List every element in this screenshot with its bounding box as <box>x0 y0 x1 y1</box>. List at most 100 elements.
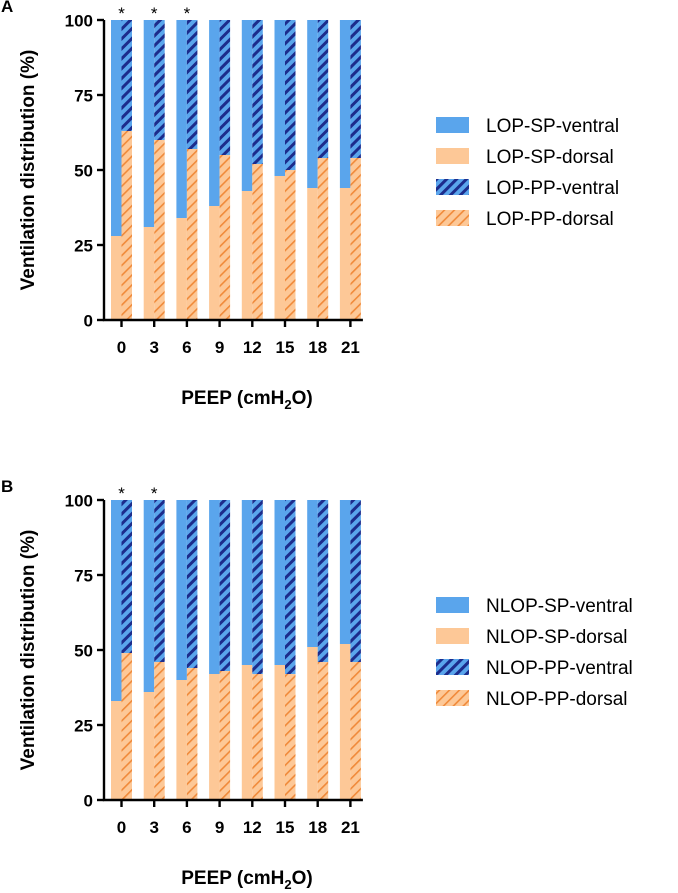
bar-lop-pp-ventral-peep-21 <box>350 20 361 158</box>
bar-lop-pp-ventral-peep-15 <box>285 20 296 170</box>
bar-lop-sp-ventral-peep-18 <box>307 20 318 188</box>
bar-nlop-pp-dorsal-peep-18 <box>317 662 329 800</box>
bar-nlop-pp-dorsal-peep-15 <box>285 674 296 800</box>
bar-nlop-sp-dorsal-peep-21 <box>339 644 351 800</box>
bar-nlop-pp-ventral-peep-9 <box>219 500 231 671</box>
x-tick-label: 0 <box>117 818 126 837</box>
x-tick-label: 9 <box>215 818 224 837</box>
x-axis-title-part: O) <box>292 868 313 889</box>
bars <box>111 500 361 800</box>
x-axis-title: PEEP (cmH2O) <box>181 868 312 892</box>
bar-lop-pp-ventral-peep-0 <box>121 20 132 131</box>
bar-nlop-sp-dorsal-peep-6 <box>176 680 187 800</box>
bar-lop-pp-ventral-peep-3 <box>154 20 165 140</box>
legend-item-lop-pp-ventral: LOP-PP-ventral <box>436 178 619 199</box>
x-tick-label: 3 <box>149 818 158 837</box>
bars <box>111 20 361 320</box>
legend-label: NLOP-SP-dorsal <box>486 627 628 648</box>
legend-item-nlop-pp-dorsal: NLOP-PP-dorsal <box>436 689 628 710</box>
bar-lop-sp-dorsal-peep-12 <box>241 191 253 320</box>
bar-lop-sp-ventral-peep-6 <box>176 20 187 218</box>
panel-a: A * * * 0 25 50 75 100 0 3 6 9 12 15 18 21 PEEP (cmH2O) Ve… <box>1 0 619 412</box>
y-tick-label: 100 <box>65 12 93 31</box>
bar-lop-pp-ventral-peep-12 <box>252 20 263 164</box>
bar-lop-sp-ventral-peep-12 <box>241 20 253 191</box>
bar-lop-sp-dorsal-peep-21 <box>339 188 351 320</box>
bar-nlop-sp-ventral-peep-12 <box>241 500 253 665</box>
x-tick-label: 6 <box>182 818 191 837</box>
significance-marker: * <box>118 4 125 23</box>
legend-swatch <box>436 117 469 133</box>
legend-item-nlop-sp-dorsal: NLOP-SP-dorsal <box>436 627 628 648</box>
bar-lop-pp-ventral-peep-9 <box>219 20 231 155</box>
bar-nlop-pp-ventral-peep-0 <box>121 500 132 653</box>
bar-nlop-sp-ventral-peep-9 <box>209 500 220 674</box>
bar-lop-pp-dorsal-peep-15 <box>285 170 296 320</box>
y-tick-label: 75 <box>74 87 93 106</box>
bar-nlop-sp-ventral-peep-15 <box>274 500 285 665</box>
bar-nlop-pp-dorsal-peep-0 <box>121 653 132 800</box>
y-tick-label: 50 <box>74 642 93 661</box>
bar-nlop-pp-ventral-peep-3 <box>154 500 165 662</box>
bar-nlop-pp-ventral-peep-12 <box>252 500 263 674</box>
bar-nlop-pp-ventral-peep-15 <box>285 500 296 674</box>
bar-lop-pp-dorsal-peep-21 <box>350 158 361 320</box>
legend-swatch <box>436 659 469 675</box>
panel-label: A <box>1 0 13 16</box>
legend-label: LOP-SP-dorsal <box>486 147 614 168</box>
x-axis-title: PEEP (cmH2O) <box>181 388 312 412</box>
legend-label: NLOP-PP-dorsal <box>486 689 628 710</box>
bar-lop-pp-dorsal-peep-6 <box>186 149 198 320</box>
bar-nlop-sp-dorsal-peep-0 <box>111 701 122 800</box>
x-tick-label: 9 <box>215 338 224 357</box>
bar-lop-sp-ventral-peep-9 <box>209 20 220 206</box>
bar-lop-sp-dorsal-peep-18 <box>307 188 318 320</box>
bar-lop-pp-ventral-peep-6 <box>186 20 198 149</box>
x-tick-label: 6 <box>182 338 191 357</box>
x-tick-label: 18 <box>308 818 327 837</box>
legend-item-lop-pp-dorsal: LOP-PP-dorsal <box>436 209 614 230</box>
x-axis-title-subscript: 2 <box>284 397 291 412</box>
bar-lop-pp-dorsal-peep-9 <box>219 155 231 320</box>
bar-nlop-sp-ventral-peep-18 <box>307 500 318 647</box>
x-axis-title-subscript: 2 <box>284 877 291 892</box>
bar-nlop-pp-dorsal-peep-9 <box>219 671 231 800</box>
y-tick-label: 0 <box>84 312 93 331</box>
bar-lop-sp-ventral-peep-0 <box>111 20 122 236</box>
y-tick-label: 50 <box>74 162 93 181</box>
significance-marker: * <box>184 4 191 23</box>
x-tick-label: 15 <box>276 818 295 837</box>
bar-nlop-sp-ventral-peep-0 <box>111 500 122 701</box>
bar-lop-pp-dorsal-peep-0 <box>121 131 132 320</box>
bar-lop-sp-dorsal-peep-15 <box>274 176 285 320</box>
y-axis-title: Ventilation distribution (%) <box>18 530 39 771</box>
bar-nlop-pp-dorsal-peep-3 <box>154 662 165 800</box>
legend-label: LOP-SP-ventral <box>486 116 619 137</box>
y-tick-label: 75 <box>74 567 93 586</box>
significance-marker: * <box>118 484 125 503</box>
bar-nlop-sp-dorsal-peep-15 <box>274 665 285 800</box>
x-tick-label: 3 <box>149 338 158 357</box>
significance-marker: * <box>151 4 158 23</box>
x-tick-label: 12 <box>243 818 262 837</box>
significance-marker: * <box>151 484 158 503</box>
bar-lop-sp-ventral-peep-15 <box>274 20 285 176</box>
bar-nlop-pp-dorsal-peep-21 <box>350 662 361 800</box>
bar-nlop-pp-dorsal-peep-6 <box>186 668 198 800</box>
legend-swatch <box>436 210 469 226</box>
bar-lop-sp-dorsal-peep-6 <box>176 218 187 320</box>
x-tick-label: 15 <box>276 338 295 357</box>
y-axis-title: Ventilation distribution (%) <box>18 50 39 291</box>
x-axis-title-part: PEEP (cmH <box>181 868 284 889</box>
bar-lop-pp-dorsal-peep-12 <box>252 164 263 320</box>
bar-lop-sp-ventral-peep-3 <box>143 20 155 227</box>
x-tick-label: 12 <box>243 338 262 357</box>
legend-swatch <box>436 148 469 164</box>
bar-nlop-sp-dorsal-peep-12 <box>241 665 253 800</box>
legend-label: NLOP-SP-ventral <box>486 596 633 617</box>
x-tick-label: 0 <box>117 338 126 357</box>
bar-nlop-pp-ventral-peep-18 <box>317 500 329 662</box>
bar-nlop-sp-ventral-peep-21 <box>339 500 351 644</box>
